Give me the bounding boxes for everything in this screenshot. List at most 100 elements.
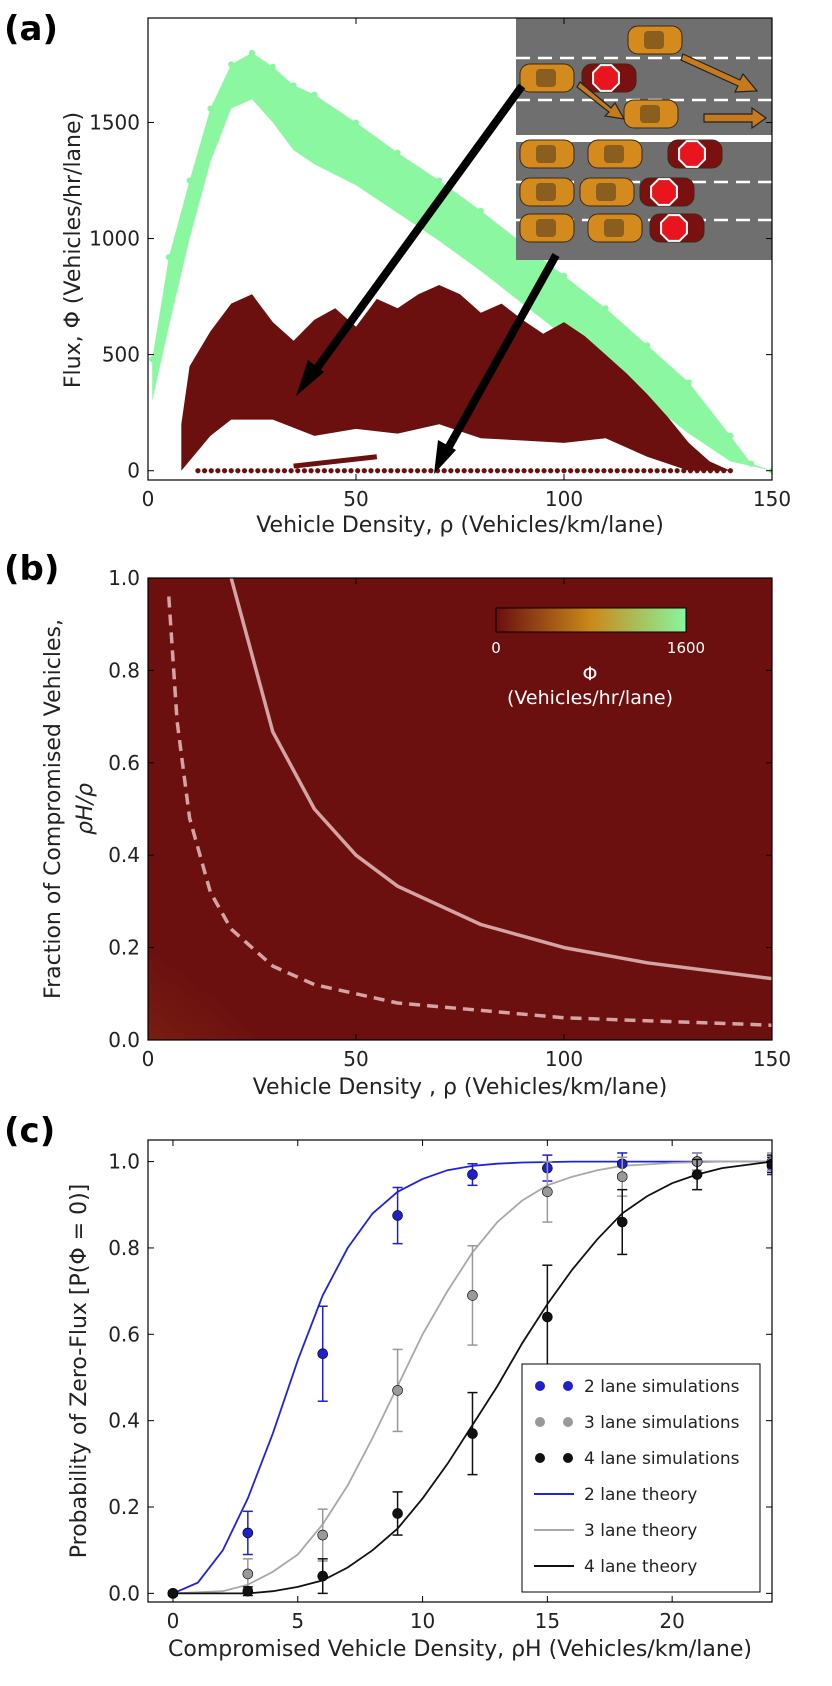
simulation-point bbox=[467, 1290, 478, 1301]
x-tick-label: 50 bbox=[343, 487, 368, 511]
simulation-point bbox=[542, 1311, 553, 1323]
normal-flux-point bbox=[290, 82, 297, 89]
zero-flux-point bbox=[621, 468, 627, 474]
zero-flux-point bbox=[381, 468, 387, 474]
zero-flux-point bbox=[315, 468, 321, 474]
panel-label-a: (a) bbox=[4, 9, 58, 49]
zero-flux-point bbox=[428, 468, 434, 474]
zero-flux-point bbox=[368, 468, 374, 474]
x-tick-label: 5 bbox=[291, 1609, 304, 1633]
zero-flux-point bbox=[474, 468, 481, 474]
pointer-arrow-head bbox=[296, 360, 324, 396]
simulation-point bbox=[392, 1210, 403, 1221]
pointer-arrow-shaft bbox=[442, 253, 560, 454]
zero-flux-point bbox=[694, 468, 700, 474]
zero-flux-point bbox=[701, 468, 707, 474]
zero-flux-point bbox=[548, 468, 554, 474]
simulation-point bbox=[242, 1527, 254, 1539]
zero-flux-point bbox=[674, 468, 680, 474]
y-tick-label: 0.8 bbox=[108, 658, 140, 682]
zero-flux-point bbox=[574, 468, 580, 474]
zero-flux-point bbox=[454, 468, 461, 474]
panel-label-b: (b) bbox=[4, 549, 59, 589]
x-tick-label: 50 bbox=[343, 1047, 368, 1071]
panel-c-frame bbox=[147, 1139, 773, 1603]
normal-flux-point bbox=[644, 342, 651, 349]
simulation-point bbox=[242, 1585, 254, 1597]
panel-b-ylabel: Fraction of Compromised Vehicles, bbox=[41, 619, 66, 999]
panel-c-axes: 0 5 10 15 20 0.0 0.2 0.4 0.6 0.8 1.0 bbox=[108, 1140, 772, 1633]
zero-flux-point bbox=[468, 468, 474, 474]
zero-flux-point bbox=[328, 468, 334, 474]
legend-box bbox=[521, 1363, 761, 1593]
zero-flux-point bbox=[607, 468, 614, 474]
zero-flux-point bbox=[441, 468, 447, 474]
simulation-point bbox=[392, 1385, 403, 1396]
normal-flux-point bbox=[149, 356, 156, 363]
normal-flux-point bbox=[394, 149, 401, 156]
colorbar-title: Φ bbox=[583, 663, 598, 685]
legend-label: 3 lane theory bbox=[584, 1521, 697, 1541]
zero-flux-point bbox=[268, 468, 274, 474]
zero-flux-point bbox=[335, 468, 341, 474]
pointer-arrow-shaft bbox=[308, 83, 526, 378]
normal-flux-point bbox=[602, 305, 609, 312]
zero-flux-point bbox=[661, 468, 667, 474]
zero-flux-point bbox=[408, 468, 414, 474]
zero-flux-point bbox=[201, 468, 208, 474]
y-tick-label: 1000 bbox=[89, 227, 140, 251]
zero-flux-point bbox=[601, 468, 607, 474]
zero-flux-point bbox=[228, 468, 234, 474]
zero-flux-point bbox=[448, 468, 454, 474]
forward-arrow bbox=[703, 106, 768, 130]
legend-items: 2 lane simulations 3 lane simulations 4 la… bbox=[534, 1377, 740, 1577]
inset-cars bbox=[519, 25, 723, 243]
heatmap-field bbox=[148, 683, 608, 1040]
zero-flux-point bbox=[481, 468, 487, 474]
car-windshield bbox=[644, 31, 664, 49]
y-tick-label: 1.0 bbox=[108, 1150, 140, 1174]
y-tick-label: 0.0 bbox=[108, 1581, 140, 1605]
inset-pointer-arrows bbox=[296, 83, 560, 474]
normal-flux-point bbox=[477, 207, 484, 214]
panel-b-frame bbox=[147, 577, 773, 1041]
panel-a-ylabel: Flux, Φ (Vehicles/hr/lane) bbox=[61, 112, 86, 388]
simulation-point bbox=[392, 1508, 403, 1519]
zero-flux-point bbox=[727, 468, 734, 474]
zero-flux-point bbox=[707, 468, 714, 474]
zero-flux-point bbox=[508, 468, 514, 474]
heatmap-curves bbox=[167, 578, 772, 1027]
lane-change-arrow bbox=[680, 53, 759, 93]
legend-marker bbox=[563, 1417, 573, 1427]
panel-c-ylabel: Probability of Zero-Flux [P(Φ = 0)] bbox=[67, 1184, 92, 1559]
panel-a-xlabel: Vehicle Density, ρ (Vehicles/km/lane) bbox=[256, 513, 664, 538]
legend-label: 2 lane theory bbox=[584, 1485, 697, 1505]
car-windshield bbox=[640, 105, 660, 123]
compromised-flux-band bbox=[181, 285, 731, 471]
normal-flux-point bbox=[269, 63, 276, 70]
colorbar-units: (Vehicles/hr/lane) bbox=[507, 687, 673, 709]
legend-label: 3 lane simulations bbox=[584, 1413, 740, 1433]
simulation-point bbox=[317, 1348, 329, 1360]
panel-b-plot-area bbox=[148, 578, 772, 1040]
zero-flux-point bbox=[647, 468, 654, 474]
zero-flux-point bbox=[581, 468, 587, 474]
compromised-flux-streak bbox=[293, 454, 378, 469]
normal-flux-point bbox=[353, 119, 359, 126]
normal-flux-point bbox=[685, 379, 692, 386]
zero-flux-point bbox=[295, 468, 301, 474]
normal-flux-point bbox=[727, 432, 734, 439]
zero-flux-point bbox=[627, 468, 634, 474]
x-tick-label: 150 bbox=[753, 1047, 791, 1071]
legend: 2 lane simulations 3 lane simulations 4 la… bbox=[521, 1363, 761, 1593]
zero-flux-point bbox=[634, 468, 640, 474]
zero-flux-point bbox=[241, 468, 248, 474]
zero-flux-point bbox=[275, 468, 281, 474]
zero-flux-point bbox=[568, 468, 574, 474]
lane-change-arrow bbox=[576, 81, 626, 120]
zero-flux-point bbox=[594, 468, 600, 474]
zero-flux-point bbox=[288, 468, 294, 474]
panel-b-axes: 0 50 100 150 0.0 0.2 0.4 0.6 0.8 1.0 bbox=[108, 566, 791, 1071]
panel-c-xlabel: Compromised Vehicle Density, ρH (Vehicle… bbox=[168, 1637, 752, 1662]
zero-flux-point bbox=[235, 468, 241, 474]
